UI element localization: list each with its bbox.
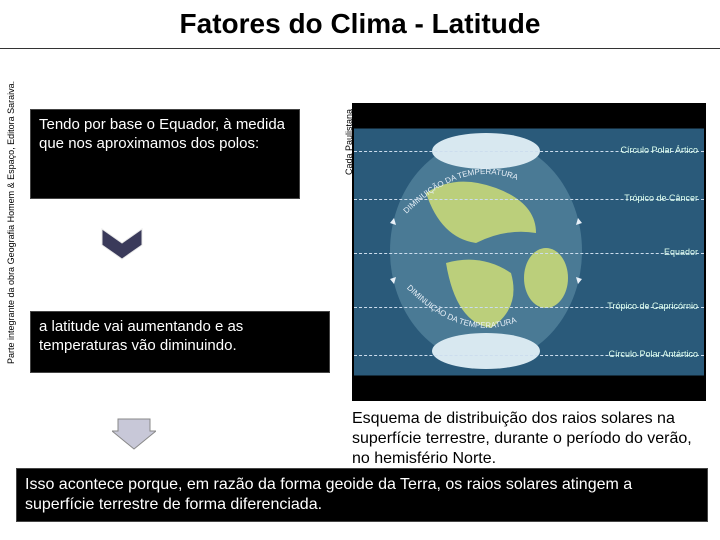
page-title: Fatores do Clima - Latitude xyxy=(0,0,720,49)
latitude-label: Círculo Polar Ártico xyxy=(620,145,698,155)
intro-box: Tendo por base o Equador, à medida que n… xyxy=(30,109,300,199)
latitude-label: Equador xyxy=(664,247,698,257)
latitude-label: Trópico de Capricórnio xyxy=(607,301,698,311)
latitude-label: Trópico de Câncer xyxy=(624,193,698,203)
globe-svg: DIMINUIÇÃO DA TEMPERATURA DIMINUIÇÃO DA … xyxy=(386,133,586,369)
arrow-down-1 xyxy=(100,227,144,261)
result-box: a latitude vai aumentando e as temperatu… xyxy=(30,311,330,373)
arrow-down-2 xyxy=(112,417,156,451)
content-area: Tendo por base o Equador, à medida que n… xyxy=(0,49,720,469)
latitude-line xyxy=(354,253,704,254)
diagram-caption: Esquema de distribuição dos raios solare… xyxy=(352,409,710,469)
earth-diagram: DIMINUIÇÃO DA TEMPERATURA DIMINUIÇÃO DA … xyxy=(352,103,706,401)
latitude-label: Círculo Polar Antártico xyxy=(608,349,698,359)
explanation-box: Isso acontece porque, em razão da forma … xyxy=(16,468,708,522)
